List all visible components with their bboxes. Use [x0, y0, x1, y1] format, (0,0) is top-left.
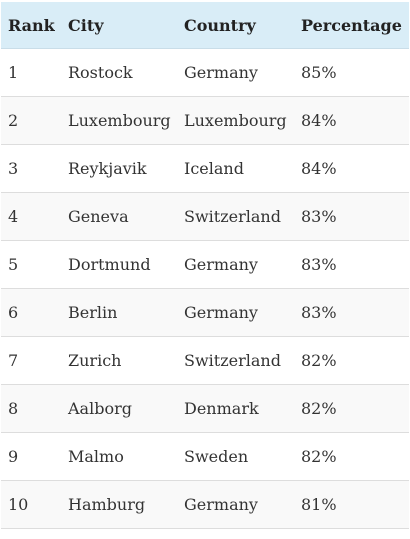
- cell-country: Germany: [177, 288, 294, 337]
- cell-country: Germany: [177, 240, 294, 289]
- cell-country: Sweden: [177, 432, 294, 481]
- cell-rank: 9: [1, 432, 61, 481]
- table-row: 2 Luxembourg Luxembourg 84%: [1, 96, 409, 145]
- city-ranking-table: Rank City Country Percentage 1 Rostock G…: [1, 2, 409, 529]
- cell-rank: 1: [1, 48, 61, 97]
- cell-country: Germany: [177, 480, 294, 529]
- cell-country: Switzerland: [177, 192, 294, 241]
- header-row: Rank City Country Percentage: [1, 2, 409, 49]
- cell-country: Iceland: [177, 144, 294, 193]
- cell-rank: 2: [1, 96, 61, 145]
- cell-city: Aalborg: [61, 384, 177, 433]
- cell-city: Berlin: [61, 288, 177, 337]
- cell-rank: 7: [1, 336, 61, 385]
- cell-percentage: 81%: [294, 480, 409, 529]
- cell-country: Germany: [177, 48, 294, 97]
- cell-city: Reykjavik: [61, 144, 177, 193]
- cell-rank: 4: [1, 192, 61, 241]
- cell-percentage: 85%: [294, 48, 409, 97]
- cell-percentage: 83%: [294, 240, 409, 289]
- table-row: 7 Zurich Switzerland 82%: [1, 336, 409, 385]
- table-row: 4 Geneva Switzerland 83%: [1, 192, 409, 241]
- cell-country: Switzerland: [177, 336, 294, 385]
- cell-city: Rostock: [61, 48, 177, 97]
- cell-rank: 6: [1, 288, 61, 337]
- cell-percentage: 82%: [294, 432, 409, 481]
- cell-rank: 8: [1, 384, 61, 433]
- table-row: 10 Hamburg Germany 81%: [1, 480, 409, 529]
- table-row: 5 Dortmund Germany 83%: [1, 240, 409, 289]
- header-percentage: Percentage: [294, 2, 409, 49]
- table-row: 8 Aalborg Denmark 82%: [1, 384, 409, 433]
- cell-city: Dortmund: [61, 240, 177, 289]
- cell-percentage: 83%: [294, 288, 409, 337]
- table-row: 1 Rostock Germany 85%: [1, 48, 409, 97]
- cell-city: Geneva: [61, 192, 177, 241]
- cell-city: Luxembourg: [61, 96, 177, 145]
- cell-city: Malmo: [61, 432, 177, 481]
- header-city: City: [61, 2, 177, 49]
- cell-percentage: 82%: [294, 384, 409, 433]
- table-row: 6 Berlin Germany 83%: [1, 288, 409, 337]
- cell-city: Hamburg: [61, 480, 177, 529]
- cell-percentage: 84%: [294, 96, 409, 145]
- cell-rank: 10: [1, 480, 61, 529]
- cell-country: Luxembourg: [177, 96, 294, 145]
- table-row: 9 Malmo Sweden 82%: [1, 432, 409, 481]
- table-row: 3 Reykjavik Iceland 84%: [1, 144, 409, 193]
- header-rank: Rank: [1, 2, 61, 49]
- cell-city: Zurich: [61, 336, 177, 385]
- table-header: Rank City Country Percentage: [1, 2, 409, 49]
- cell-percentage: 84%: [294, 144, 409, 193]
- cell-percentage: 82%: [294, 336, 409, 385]
- header-country: Country: [177, 2, 294, 49]
- cell-country: Denmark: [177, 384, 294, 433]
- cell-rank: 5: [1, 240, 61, 289]
- table-body: 1 Rostock Germany 85% 2 Luxembourg Luxem…: [1, 48, 409, 529]
- cell-percentage: 83%: [294, 192, 409, 241]
- cell-rank: 3: [1, 144, 61, 193]
